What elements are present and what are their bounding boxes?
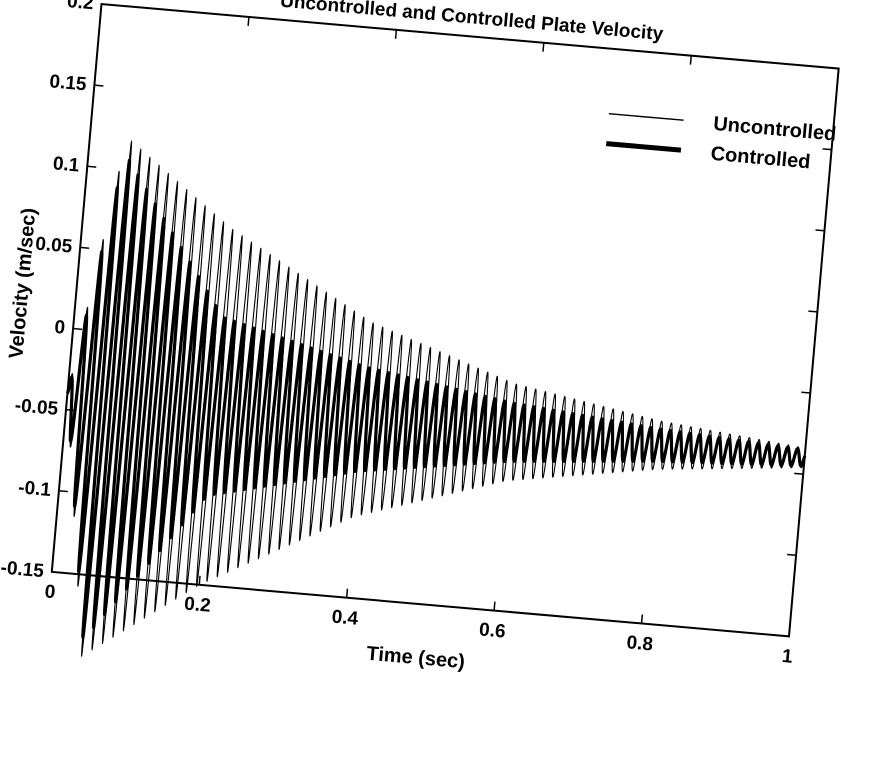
x-tick-label-2: 0.4 [331,607,360,630]
y-tick-1 [58,490,68,493]
x-tick-2 [345,588,349,598]
y-tick-right-6 [822,148,832,151]
legend-label-controlled: Controlled [710,143,812,174]
y-tick-label-3: 0 [54,317,66,339]
tick-marks [51,3,840,638]
y-tick-6 [94,84,104,87]
x-tick-label-3: 0.6 [478,619,506,642]
y-tick-right-7 [829,67,839,70]
x-tick-top-0 [99,3,103,14]
legend-swatch-controlled [606,141,682,153]
x-tick-top-5 [837,68,840,78]
plot-frame [50,2,840,638]
y-tick-0 [51,571,61,574]
y-tick-5 [87,165,97,168]
y-tick-label-5: 0.1 [52,153,81,176]
y-tick-right-5 [815,229,825,232]
x-tick-label-0: 0 [44,581,56,603]
x-tick-top-4 [689,55,692,65]
y-tick-right-0 [779,634,790,638]
x-tick-4 [640,614,644,624]
y-tick-right-3 [801,391,811,394]
x-tick-top-2 [394,29,398,39]
plot-group: 0 0.2 0.4 0.6 0.8 1 -0.15 -0.1 -0.05 0 0.05 0.1 0.15… [0,0,840,674]
y-tick-label-4: 0.05 [34,234,73,258]
y-tick-right-2 [794,472,804,475]
x-tick-5 [788,627,791,637]
legend-swatch-uncontrolled [608,113,684,121]
y-axis-label: Velocity (m/sec) [5,207,40,360]
y-tick-label-6: 0.15 [49,71,88,95]
y-tick-3 [73,327,83,331]
x-tick-label-1: 0.2 [183,594,211,617]
x-tick-top-3 [542,42,545,52]
x-tick-label-5: 1 [781,646,794,668]
y-tick-4 [80,246,90,249]
tick-labels: 0 0.2 0.4 0.6 0.8 1 -0.15 -0.1 -0.05 0 0.05 0.1 0.15… [0,0,794,668]
y-tick-label-0: -0.15 [0,557,45,582]
y-tick-label-1: -0.1 [17,477,52,501]
y-tick-right-4 [808,310,818,313]
legend-label-uncontrolled: Uncontrolled [712,113,837,146]
x-axis-label: Time (sec) [366,643,466,674]
x-tick-1 [198,575,201,585]
series-line-controlled [65,158,807,639]
series-layer [65,140,807,657]
y-tick-label-7: 0.2 [66,0,94,14]
x-tick-top-1 [247,16,250,26]
x-tick-3 [493,601,496,611]
x-tick-label-4: 0.8 [626,632,654,655]
y-tick-right-1 [787,553,797,557]
chart-title: Uncontrolled and Controlled Plate Veloci… [279,0,664,45]
y-tick-label-2: -0.05 [14,395,59,420]
x-tick-0 [51,562,54,572]
legend: Uncontrolled Controlled [606,113,837,174]
y-tick-7 [101,3,111,6]
